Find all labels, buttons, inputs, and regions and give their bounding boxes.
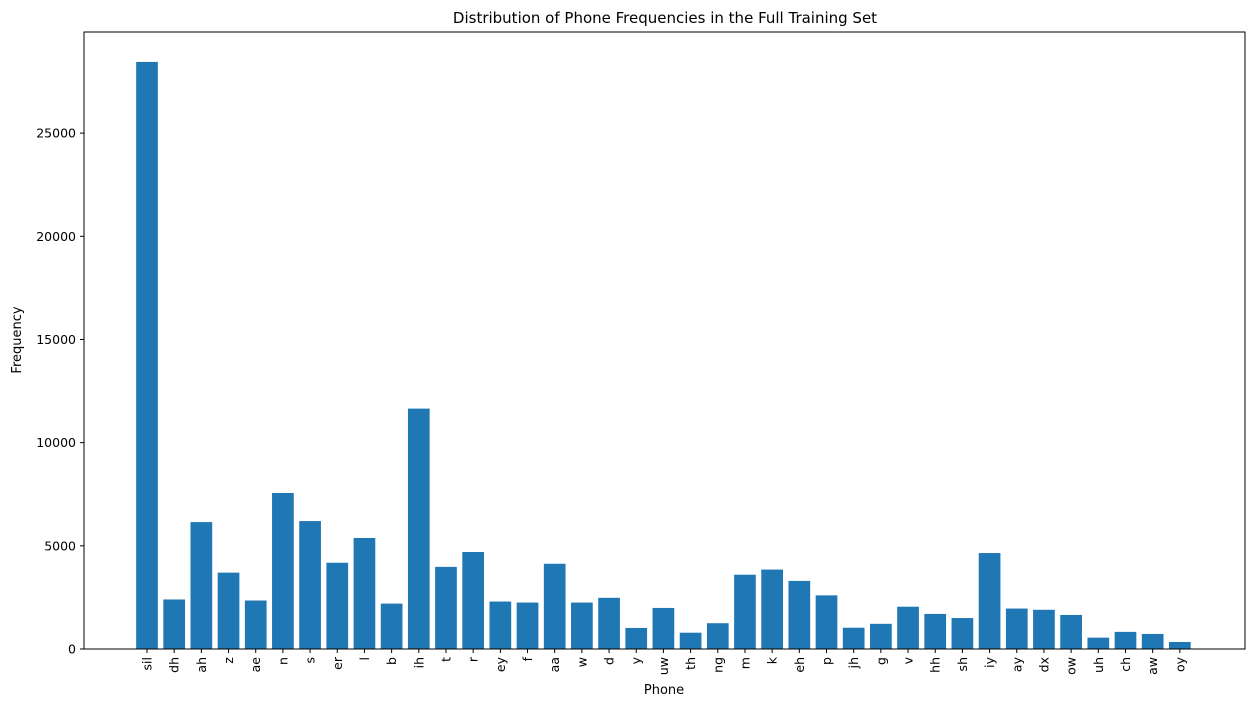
x-tick-label-g: g: [873, 657, 888, 665]
x-tick-label-iy: iy: [982, 656, 997, 667]
bar-p: [815, 595, 838, 649]
x-tick-label-f: f: [520, 656, 535, 661]
x-tick-label-n: n: [275, 657, 290, 665]
x-tick-label-hh: hh: [928, 657, 943, 673]
bar-ah: [190, 522, 213, 649]
x-tick-label-dh: dh: [167, 657, 182, 673]
x-tick-label-z: z: [221, 657, 236, 664]
y-tick-label-10000: 10000: [36, 435, 76, 450]
bar-ay: [1005, 608, 1028, 649]
bar-ow: [1060, 614, 1082, 649]
x-tick-label-b: b: [384, 657, 399, 665]
x-tick-label-er: er: [330, 656, 345, 670]
y-axis-label: Frequency: [10, 306, 25, 373]
x-tick-label-aa: aa: [547, 657, 562, 672]
y-tick-label-0: 0: [68, 642, 76, 657]
x-tick-label-ey: ey: [493, 656, 508, 672]
bar-ey: [489, 601, 512, 649]
bar-s: [299, 521, 321, 649]
x-tick-label-ay: ay: [1009, 656, 1024, 672]
bar-dh: [163, 599, 186, 649]
bar-m: [734, 574, 756, 649]
x-tick-label-uw: uw: [656, 657, 671, 675]
bar-w: [571, 602, 593, 649]
bar-sil: [136, 61, 158, 650]
x-tick-label-dx: dx: [1036, 657, 1051, 672]
x-tick-label-t: t: [438, 657, 453, 662]
bar-l: [353, 537, 376, 649]
x-tick-label-v: v: [901, 656, 916, 664]
bar-ch: [1114, 631, 1137, 649]
y-tick-label-25000: 25000: [36, 126, 76, 141]
bar-dx: [1033, 609, 1055, 649]
y-tick-label-20000: 20000: [36, 229, 76, 244]
bar-ng: [706, 623, 729, 649]
x-tick-label-eh: eh: [792, 657, 807, 673]
bar-jh: [842, 627, 865, 649]
x-tick-label-sh: sh: [955, 657, 970, 671]
x-tick-label-d: d: [602, 657, 617, 665]
bar-z: [217, 572, 240, 649]
x-tick-label-ow: ow: [1064, 657, 1079, 675]
x-tick-label-sil: sil: [140, 657, 155, 670]
x-tick-label-ng: ng: [710, 657, 725, 673]
x-tick-label-p: p: [819, 657, 834, 665]
x-tick-label-r: r: [466, 656, 481, 662]
x-tick-label-s: s: [303, 657, 318, 664]
x-tick-label-ae: ae: [248, 657, 263, 673]
chart-title: Distribution of Phone Frequencies in the…: [453, 9, 877, 27]
x-tick-label-jh: jh: [846, 657, 861, 669]
bar-aa: [543, 563, 566, 649]
bar-r: [462, 552, 485, 649]
bars-group: [136, 61, 1191, 650]
bar-f: [516, 602, 539, 649]
bar-b: [380, 603, 403, 649]
y-tick-label-15000: 15000: [36, 332, 76, 347]
x-tick-label-l: l: [357, 657, 372, 660]
bar-hh: [924, 613, 947, 649]
x-tick-label-m: m: [737, 657, 752, 669]
bar-ih: [407, 408, 430, 649]
bar-er: [326, 562, 349, 649]
bar-ae: [244, 600, 267, 649]
x-axis-label: Phone: [644, 683, 684, 698]
x-tick-label-ch: ch: [1118, 657, 1133, 672]
bar-k: [761, 569, 783, 649]
x-tick-label-uh: uh: [1091, 657, 1106, 673]
x-tick-label-y: y: [629, 656, 644, 664]
bar-uw: [652, 607, 675, 649]
x-tick-label-k: k: [765, 656, 780, 664]
bar-v: [897, 606, 919, 649]
y-tick-label-5000: 5000: [44, 538, 76, 553]
bar-d: [598, 597, 620, 649]
bar-t: [435, 566, 457, 649]
bar-aw: [1141, 633, 1164, 649]
x-axis: sil dh ah z ae n s er l b ih t r ey f aa w d y uw th ng m k eh p j…: [140, 649, 1187, 675]
x-tick-label-oy: oy: [1172, 656, 1187, 672]
x-tick-label-ih: ih: [411, 657, 426, 668]
bar-n: [272, 493, 294, 649]
plot-frame: [83, 31, 1246, 650]
x-tick-label-ah: ah: [194, 657, 209, 673]
bar-sh: [951, 618, 974, 649]
bar-eh: [788, 580, 811, 649]
bar-y: [625, 627, 648, 649]
bar-uh: [1087, 637, 1110, 649]
y-axis: 0 5000 10000 15000 20000 25000: [36, 126, 84, 657]
x-tick-label-aw: aw: [1145, 657, 1160, 675]
x-tick-label-th: th: [683, 657, 698, 670]
x-tick-label-w: w: [574, 657, 589, 667]
bar-th: [679, 632, 702, 649]
bar-iy: [978, 553, 1001, 649]
bar-oy: [1168, 641, 1191, 649]
bar-g: [870, 623, 892, 649]
